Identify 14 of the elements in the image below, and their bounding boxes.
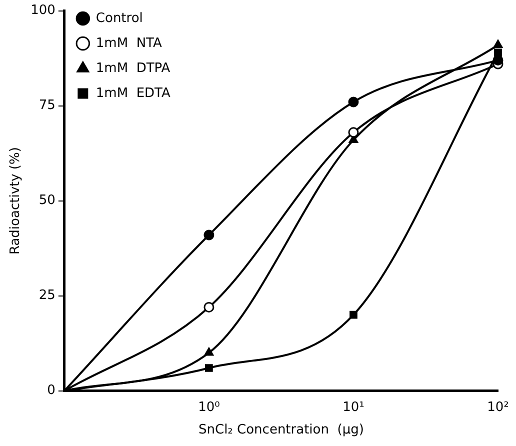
legend-label: 1mM DTPA xyxy=(96,60,170,76)
x-tick-label: 10² xyxy=(487,400,509,415)
x-tick-label: 10¹ xyxy=(342,400,364,415)
y-axis-title: Radioactivty (%) xyxy=(8,147,24,255)
x-axis-title: SnCl₂ Concentration (μg) xyxy=(198,422,364,438)
x-tick-label: 10⁰ xyxy=(198,400,220,415)
legend-label: 1mM NTA xyxy=(96,36,162,51)
y-tick-label: 100 xyxy=(30,3,56,18)
y-tick-label: 75 xyxy=(38,98,56,114)
y-tick-label: 25 xyxy=(38,288,56,304)
y-tick-label: 50 xyxy=(38,193,56,208)
y-tick-label: 0 xyxy=(47,383,56,398)
legend-label: 1mM EDTA xyxy=(96,86,170,101)
legend-label: Control xyxy=(96,10,143,26)
